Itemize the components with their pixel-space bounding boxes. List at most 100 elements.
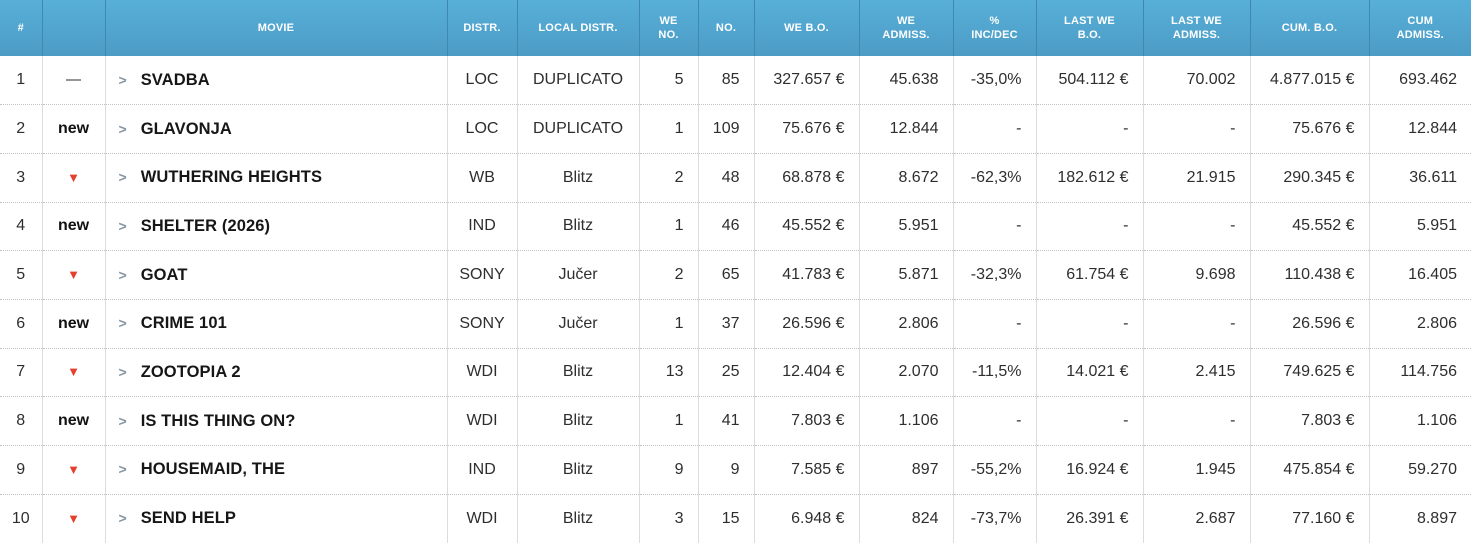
we-no-cell: 2 (639, 152, 699, 203)
we-no-cell: 1 (639, 104, 699, 154)
table-row: 4 new > SHELTER (2026) IND Blitz 1 46 45.552 €5.… (0, 201, 1471, 251)
last-we-bo-cell: 26.391 € (1036, 493, 1144, 543)
pct-inc-dec-cell: -35,0% (953, 56, 1037, 105)
local-distr-cell: Blitz (517, 493, 640, 543)
table-row: 3 ▼ > WUTHERING HEIGHTS WB Blitz 2 48 68.878 €8.… (0, 152, 1471, 203)
col-header-local_distr[interactable]: LOCAL DISTR. (517, 0, 640, 56)
movie-title[interactable]: HOUSEMAID, THE (140, 460, 286, 479)
no-cell: 41 (698, 396, 755, 446)
movie-cell: > WUTHERING HEIGHTS (105, 152, 448, 203)
distr-cell: LOC (447, 56, 518, 105)
cum-bo-cell: 26.596 € (1250, 298, 1370, 349)
cum-admiss-cell: 12.844 (1369, 104, 1471, 154)
col-header-we_admiss[interactable]: WE ADMISS. (859, 0, 954, 56)
rank-cell: 6 (0, 298, 43, 349)
last-we-admiss-cell: 70.002 (1143, 56, 1251, 105)
col-header-no[interactable]: NO. (698, 0, 755, 56)
col-header-rank[interactable]: # (0, 0, 43, 56)
movie-title[interactable]: WUTHERING HEIGHTS (140, 168, 323, 187)
table-row: 6 new > CRIME 101 SONY Jučer 1 37 26.596 €2.806-… (0, 298, 1471, 349)
cum-admiss-cell: 5.951 (1369, 201, 1471, 251)
movie-title[interactable]: ZOOTOPIA 2 (140, 362, 241, 381)
last-we-admiss-cell: - (1143, 201, 1251, 251)
cum-admiss-cell: 2.806 (1369, 298, 1471, 349)
we-no-cell: 2 (639, 250, 699, 300)
col-header-distr[interactable]: DISTR. (447, 0, 518, 56)
we-no-cell: 3 (639, 493, 699, 543)
distr-cell: LOC (447, 104, 518, 154)
col-header-we_no[interactable]: WE NO. (639, 0, 699, 56)
movie-title[interactable]: SHELTER (2026) (140, 216, 271, 235)
local-distr-cell: DUPLICATO (517, 56, 640, 105)
distr-cell: WB (447, 152, 518, 203)
col-header-last_we_admiss[interactable]: LAST WE ADMISS. (1143, 0, 1251, 56)
movie-title[interactable]: CRIME 101 (140, 314, 227, 333)
table-row: 10 ▼ > SEND HELP WDI Blitz 3 15 6.948 €824 -73,7%… (0, 493, 1471, 543)
table-row: 7 ▼ > ZOOTOPIA 2 WDI Blitz 13 25 12.404 €2.070 -1… (0, 347, 1471, 397)
pct-inc-dec-cell: - (953, 298, 1037, 349)
rank-down-icon: ▼ (67, 364, 80, 380)
expand-row-icon[interactable]: > (118, 510, 127, 527)
last-we-bo-cell: 504.112 € (1036, 56, 1144, 105)
movie-title[interactable]: GLAVONJA (140, 119, 232, 138)
col-header-pct_inc_dec[interactable]: % INC/DEC (953, 0, 1037, 56)
local-distr-cell: Jučer (517, 250, 640, 300)
distr-cell: IND (447, 201, 518, 251)
expand-row-icon[interactable]: > (118, 363, 127, 380)
movie-title[interactable]: IS THIS THING ON? (140, 411, 296, 430)
cum-bo-cell: 290.345 € (1250, 152, 1370, 203)
expand-row-icon[interactable]: > (118, 315, 127, 332)
trend-cell: ▼ (42, 445, 106, 495)
local-distr-cell: Blitz (517, 201, 640, 251)
distr-cell: SONY (447, 298, 518, 349)
no-cell: 109 (698, 104, 755, 154)
movie-cell: > SHELTER (2026) (105, 201, 448, 251)
distr-cell: IND (447, 445, 518, 495)
we-admiss-cell: 8.672 (859, 152, 954, 203)
trend-cell: ▼ (42, 152, 106, 203)
cum-bo-cell: 110.438 € (1250, 250, 1370, 300)
pct-inc-dec-cell: -11,5% (953, 347, 1037, 397)
movie-title[interactable]: SVADBA (140, 70, 210, 89)
col-header-cum_bo[interactable]: CUM. B.O. (1250, 0, 1370, 56)
expand-row-icon[interactable]: > (118, 120, 127, 137)
last-we-admiss-cell: 9.698 (1143, 250, 1251, 300)
cum-bo-cell: 75.676 € (1250, 104, 1370, 154)
no-cell: 15 (698, 493, 755, 543)
rank-same-icon: — (66, 71, 81, 89)
trend-cell: new (42, 396, 106, 446)
local-distr-cell: Blitz (517, 396, 640, 446)
we-admiss-cell: 45.638 (859, 56, 954, 105)
trend-cell: ▼ (42, 250, 106, 300)
cum-bo-cell: 45.552 € (1250, 201, 1370, 251)
we-bo-cell: 68.878 € (754, 152, 860, 203)
expand-row-icon[interactable]: > (118, 71, 127, 88)
movie-cell: > SVADBA (105, 56, 448, 105)
we-bo-cell: 12.404 € (754, 347, 860, 397)
cum-admiss-cell: 693.462 (1399, 71, 1457, 89)
col-header-we_bo[interactable]: WE B.O. (754, 0, 860, 56)
we-admiss-cell: 5.951 (859, 201, 954, 251)
we-admiss-cell: 1.106 (859, 396, 954, 446)
local-distr-cell: Jučer (517, 298, 640, 349)
last-we-bo-cell: - (1036, 298, 1144, 349)
we-no-cell: 1 (639, 201, 699, 251)
last-we-admiss-cell: - (1143, 104, 1251, 154)
col-header-last_we_bo[interactable]: LAST WE B.O. (1036, 0, 1144, 56)
col-header-movie[interactable]: MOVIE (105, 0, 448, 56)
movie-title[interactable]: SEND HELP (140, 509, 237, 528)
movie-cell: > CRIME 101 (105, 298, 448, 349)
expand-row-icon[interactable]: > (118, 169, 127, 186)
new-entry-badge: new (57, 120, 90, 138)
expand-row-icon[interactable]: > (118, 412, 127, 429)
rank-cell: 7 (0, 347, 43, 397)
we-bo-cell: 7.585 € (754, 445, 860, 495)
we-bo-cell: 41.783 € (754, 250, 860, 300)
movie-title[interactable]: GOAT (140, 265, 188, 284)
col-header-cum_admiss[interactable]: CUM ADMISS. (1369, 0, 1471, 56)
we-no-cell: 13 (639, 347, 699, 397)
local-distr-cell: Blitz (517, 347, 640, 397)
expand-row-icon[interactable]: > (118, 461, 127, 478)
expand-row-icon[interactable]: > (118, 217, 127, 234)
expand-row-icon[interactable]: > (118, 266, 127, 283)
